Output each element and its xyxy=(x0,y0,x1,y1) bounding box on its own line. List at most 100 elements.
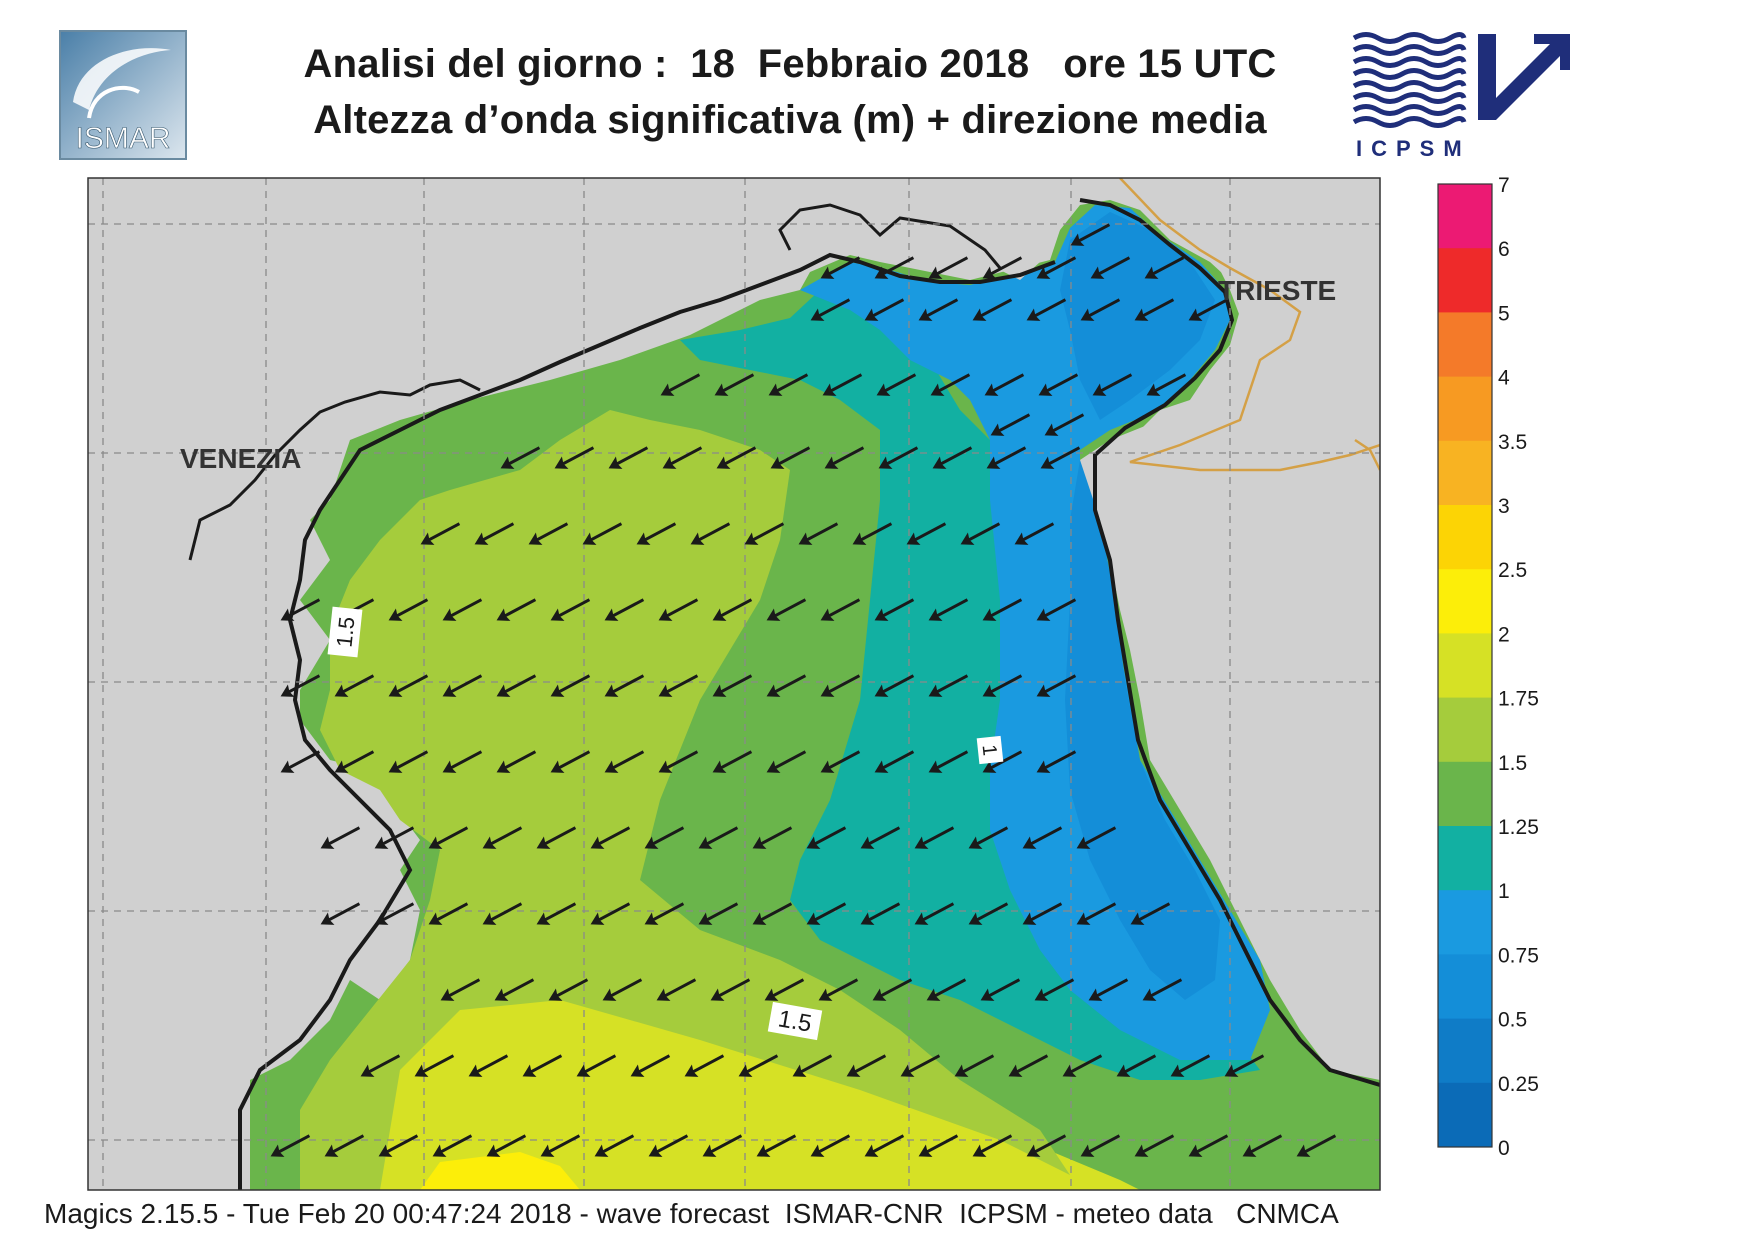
border-line xyxy=(1119,178,1380,472)
colorbar-swatch xyxy=(1438,697,1492,763)
map-frame xyxy=(87,177,1381,1191)
wave-arrow xyxy=(766,750,807,773)
wave-arrow xyxy=(554,446,595,469)
wave-arrow xyxy=(968,826,1009,849)
wave-arrow xyxy=(864,298,905,321)
wave-arrow xyxy=(486,1134,527,1157)
wave-arrow xyxy=(710,978,751,1001)
wave-arrow xyxy=(374,826,415,849)
wave-arrow xyxy=(636,522,677,545)
wave-arrow xyxy=(482,826,523,849)
wave-arrow xyxy=(684,1054,725,1077)
wave-arrow xyxy=(1224,1054,1265,1077)
wave-arrow xyxy=(522,1054,563,1077)
wave-arrow xyxy=(1008,1054,1049,1077)
wave-arrow xyxy=(982,256,1023,279)
wave-arrow xyxy=(604,598,645,621)
wave-arrow xyxy=(1146,373,1187,396)
wave-arrow xyxy=(846,1054,887,1077)
wave-arrow xyxy=(984,373,1025,396)
wave-arrow xyxy=(644,902,685,925)
icpsm-logo: ICPSM xyxy=(1350,28,1580,163)
colorbar-label: 2.5 xyxy=(1498,559,1527,582)
wave-arrow xyxy=(874,750,915,773)
wave-arrow xyxy=(1070,223,1111,246)
wave-arrow xyxy=(982,674,1023,697)
wave-arrow xyxy=(1076,826,1117,849)
wave-arrow xyxy=(320,902,361,925)
colorbar-frame xyxy=(1437,183,1493,1148)
wave-arrow xyxy=(852,522,893,545)
colorbar-swatch xyxy=(1438,761,1492,827)
wave-arrow xyxy=(1296,1134,1337,1157)
wave-arrow xyxy=(1142,978,1183,1001)
ismar-logo-text: ISMAR xyxy=(75,122,170,155)
wave-arrow xyxy=(270,1134,311,1157)
wave-arrow xyxy=(928,256,969,279)
label-trieste: TRIESTE xyxy=(1218,275,1336,306)
wave-arrow xyxy=(798,522,839,545)
wave-arrow xyxy=(1036,256,1077,279)
wave-arrow xyxy=(764,978,805,1001)
svg-text:1.5: 1.5 xyxy=(331,616,359,649)
wave-arrow xyxy=(982,598,1023,621)
wave-arrow xyxy=(1092,373,1133,396)
wave-arrow xyxy=(972,1134,1013,1157)
coastline-west xyxy=(238,252,1056,1190)
colorbar-label: 1.25 xyxy=(1498,816,1539,839)
colorbar-label: 7 xyxy=(1498,176,1510,197)
wave-arrow xyxy=(820,256,861,279)
wave-arrow xyxy=(324,1134,365,1157)
colorbar-swatch xyxy=(1438,826,1492,891)
wave-arrow xyxy=(1038,373,1079,396)
wave-arrow xyxy=(414,1054,455,1077)
wave-arrow xyxy=(768,373,809,396)
contour-label-3: 1.5 xyxy=(767,1001,823,1041)
wave-arrow xyxy=(1134,298,1175,321)
coastline-east xyxy=(1079,198,1380,1087)
wave-arrow xyxy=(482,902,523,925)
wave-arrow xyxy=(280,598,321,621)
wave-arrow xyxy=(690,522,731,545)
wave-arrow xyxy=(468,1054,509,1077)
wave-arrow xyxy=(968,902,1009,925)
wave-arrow xyxy=(442,750,483,773)
colorbar-swatch xyxy=(1438,633,1492,699)
contour-label-1: 1.5 xyxy=(327,606,363,658)
colorbar-label: 3 xyxy=(1498,495,1510,518)
wave-arrow xyxy=(594,1134,635,1157)
wave-arrow xyxy=(662,446,703,469)
wave-arrow xyxy=(496,598,537,621)
wave-arrow xyxy=(658,750,699,773)
wave-arrow xyxy=(1026,1134,1067,1157)
wave-arrow xyxy=(738,1054,779,1077)
wave-arrow xyxy=(914,902,955,925)
wave-arrow xyxy=(1090,256,1131,279)
colorbar-label: 0.5 xyxy=(1498,1009,1527,1032)
wave-arrow xyxy=(590,902,631,925)
wave-arrow xyxy=(752,902,793,925)
wave-arrow xyxy=(860,902,901,925)
wave-arrow xyxy=(874,674,915,697)
wave-arrow xyxy=(1080,1134,1121,1157)
wave-arrow xyxy=(874,598,915,621)
colorbar-swatch xyxy=(1438,1082,1492,1148)
wave-arrow xyxy=(388,750,429,773)
colorbar-swatch xyxy=(1438,312,1492,378)
label-venezia: VENEZIA xyxy=(180,443,301,474)
wave-arrow xyxy=(1188,298,1229,321)
colorbar-swatch xyxy=(1438,890,1492,955)
wave-arrow xyxy=(860,826,901,849)
wave-arrow xyxy=(1130,902,1171,925)
wave-arrow xyxy=(1040,446,1081,469)
colorbar-swatch xyxy=(1438,376,1492,442)
wave-arrow xyxy=(906,522,947,545)
wave-arrow xyxy=(420,522,461,545)
wave-arrow xyxy=(1188,1134,1229,1157)
wave-arrow xyxy=(714,373,755,396)
wave-arrow xyxy=(914,826,955,849)
wave-arrow xyxy=(820,674,861,697)
wave-arrow xyxy=(432,1134,473,1157)
wave-arrow xyxy=(1044,413,1085,436)
wave-arrow xyxy=(1116,1054,1157,1077)
